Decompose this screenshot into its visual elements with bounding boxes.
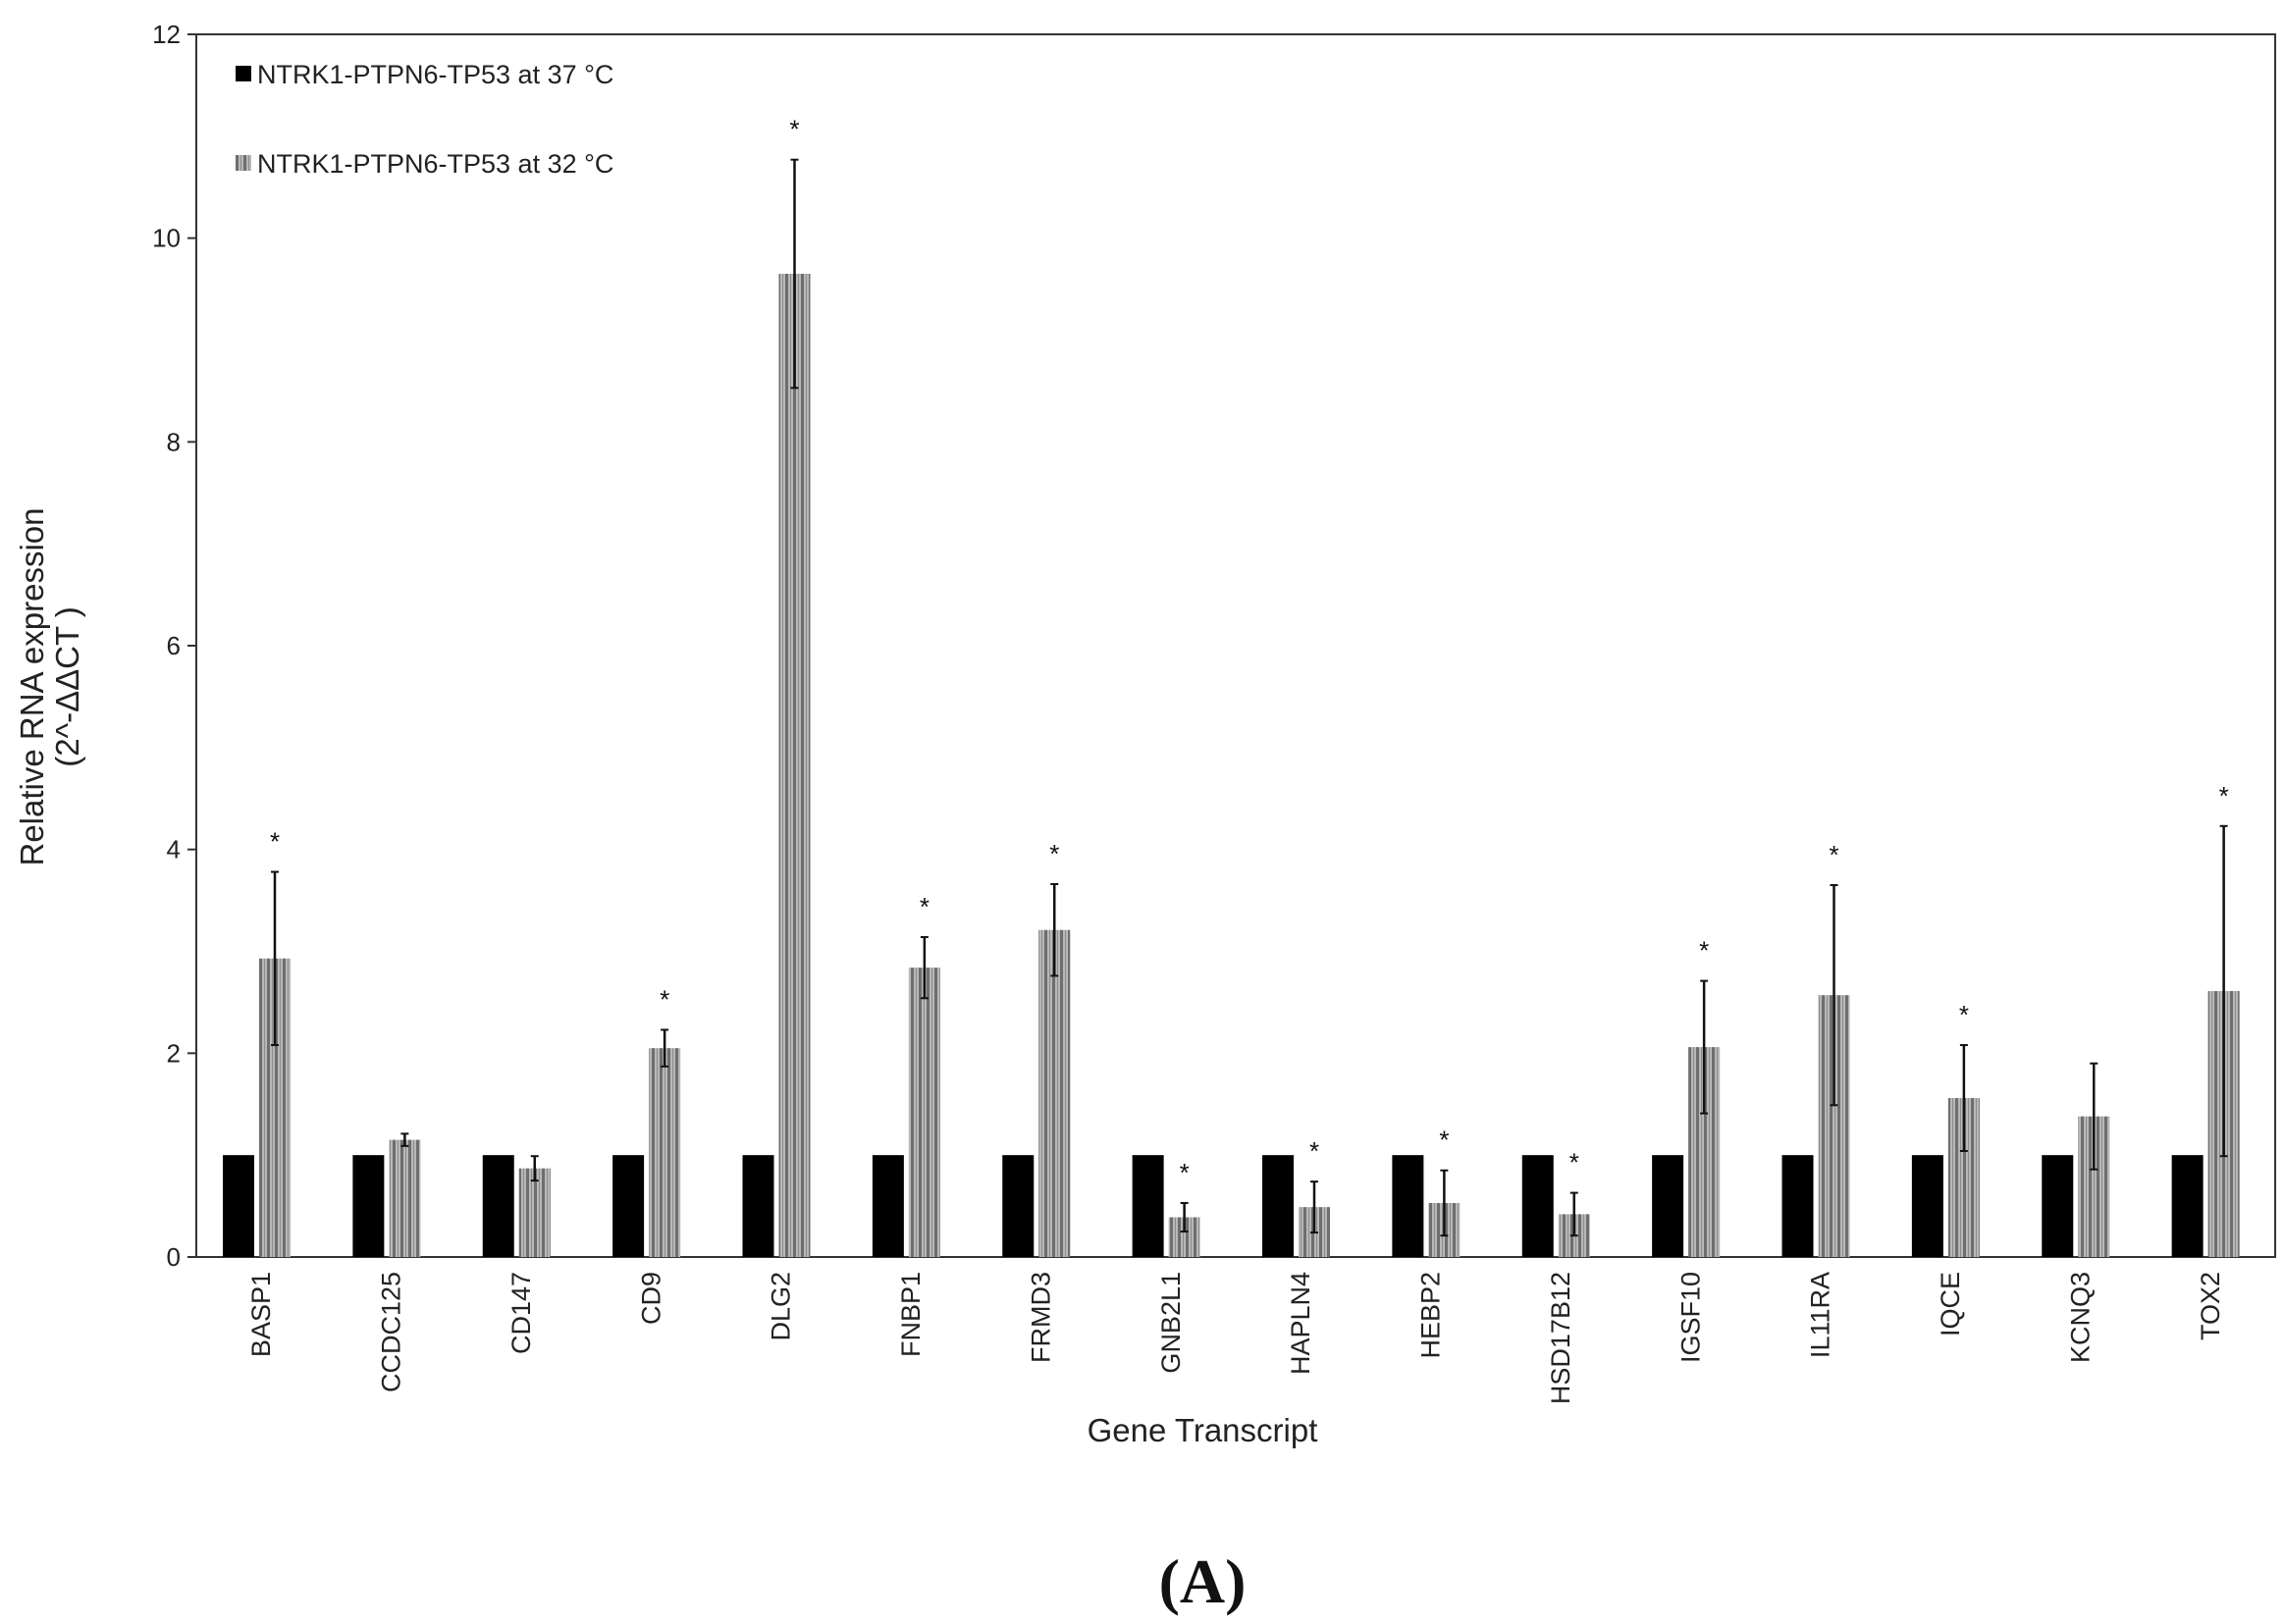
significance-marker: * <box>789 115 799 144</box>
x-tick-label: HAPLN4 <box>1286 1272 1315 1375</box>
x-tick-label: BASP1 <box>246 1272 276 1357</box>
bar-32c-frmd3 <box>1038 929 1071 1257</box>
y-tick-label: 4 <box>167 835 181 864</box>
bar-37c-gnb2l1 <box>1132 1155 1164 1257</box>
panel-label: (A) <box>1159 1546 1247 1616</box>
bar-37c-hebp2 <box>1392 1155 1424 1257</box>
y-tick-label: 8 <box>167 427 181 456</box>
bars: * * * * * * * * * * * * * <box>223 115 2240 1258</box>
legend: NTRK1-PTPN6-TP53 at 37 °C NTRK1-PTPN6-TP… <box>236 60 613 179</box>
significance-marker: * <box>270 827 280 857</box>
significance-marker: * <box>1180 1158 1190 1187</box>
bar-37c-tox2 <box>2171 1155 2204 1257</box>
y-tick-label: 0 <box>167 1242 181 1272</box>
bar-37c-cd9 <box>612 1155 645 1257</box>
significance-marker: * <box>1439 1126 1449 1155</box>
legend-swatch-32c <box>236 155 251 171</box>
y-tick-label: 6 <box>167 631 181 660</box>
y-axis-title-line1: Relative RNA expression <box>14 508 50 866</box>
legend-label-37c: NTRK1-PTPN6-TP53 at 37 °C <box>257 60 613 89</box>
significance-marker: * <box>920 892 930 921</box>
legend-swatch-37c <box>236 66 251 81</box>
significance-marker: * <box>1309 1136 1319 1166</box>
x-tick-label: FRMD3 <box>1026 1272 1055 1363</box>
bar-37c-cd147 <box>482 1155 514 1257</box>
y-tick-label: 2 <box>167 1038 181 1068</box>
bar-37c-dlg2 <box>742 1155 774 1257</box>
bar-32c-fnbp1 <box>908 968 940 1257</box>
x-axis-title: Gene Transcript <box>1088 1412 1318 1448</box>
x-tick-label: CCDC125 <box>377 1272 406 1392</box>
x-tick-label: HEBP2 <box>1416 1272 1446 1359</box>
x-tick-label: GNB2L1 <box>1156 1272 1186 1374</box>
significance-marker: * <box>660 984 669 1014</box>
x-tick-label: HSD17B12 <box>1546 1272 1575 1404</box>
significance-marker: * <box>1699 936 1709 966</box>
significance-marker: * <box>1959 1000 1969 1029</box>
x-tick-label: CD9 <box>636 1272 665 1325</box>
bar-32c-cd147 <box>518 1168 551 1257</box>
bar-37c-hapln4 <box>1262 1155 1294 1257</box>
x-tick-label: FNBP1 <box>896 1272 926 1357</box>
bar-37c-hsd17b12 <box>1521 1155 1554 1257</box>
y-axis-title: Relative RNA expression (2^-ΔΔCT ) <box>14 508 85 866</box>
x-axis-labels: BASP1 CCDC125 CD147 CD9 DLG2 FNBP1 FRMD3 GNB2L1… <box>246 1272 2225 1404</box>
significance-marker: * <box>2219 781 2229 811</box>
bar-32c-cd9 <box>649 1048 681 1257</box>
bar-37c-kcnq3 <box>2042 1155 2074 1257</box>
y-axis-title-line2: (2^-ΔΔCT ) <box>49 606 85 766</box>
x-tick-label: IQCE <box>1936 1272 1965 1336</box>
y-tick-label: 12 <box>152 20 181 49</box>
bar-37c-il11ra <box>1781 1155 1814 1257</box>
x-tick-label: TOX2 <box>2196 1272 2225 1340</box>
bar-37c-igsf10 <box>1652 1155 1684 1257</box>
bar-37c-fnbp1 <box>872 1155 904 1257</box>
y-axis: 0 2 4 6 8 10 12 <box>152 20 196 1272</box>
bar-37c-frmd3 <box>1002 1155 1035 1257</box>
x-tick-label: KCNQ3 <box>2065 1272 2095 1363</box>
bar-32c-dlg2 <box>778 274 811 1258</box>
bar-37c-ccdc125 <box>352 1155 385 1257</box>
x-tick-label: CD147 <box>506 1272 536 1354</box>
significance-marker: * <box>1569 1148 1579 1178</box>
x-tick-label: IGSF10 <box>1675 1272 1705 1363</box>
significance-marker: * <box>1049 839 1059 868</box>
bar-37c-basp1 <box>223 1155 254 1257</box>
x-tick-label: DLG2 <box>767 1272 796 1341</box>
y-tick-label: 10 <box>152 224 181 253</box>
x-tick-label: IL11RA <box>1806 1272 1835 1358</box>
bar-32c-ccdc125 <box>389 1139 421 1257</box>
significance-marker: * <box>1829 840 1838 869</box>
legend-label-32c: NTRK1-PTPN6-TP53 at 32 °C <box>257 149 613 179</box>
bar-37c-iqce <box>1911 1155 1943 1257</box>
